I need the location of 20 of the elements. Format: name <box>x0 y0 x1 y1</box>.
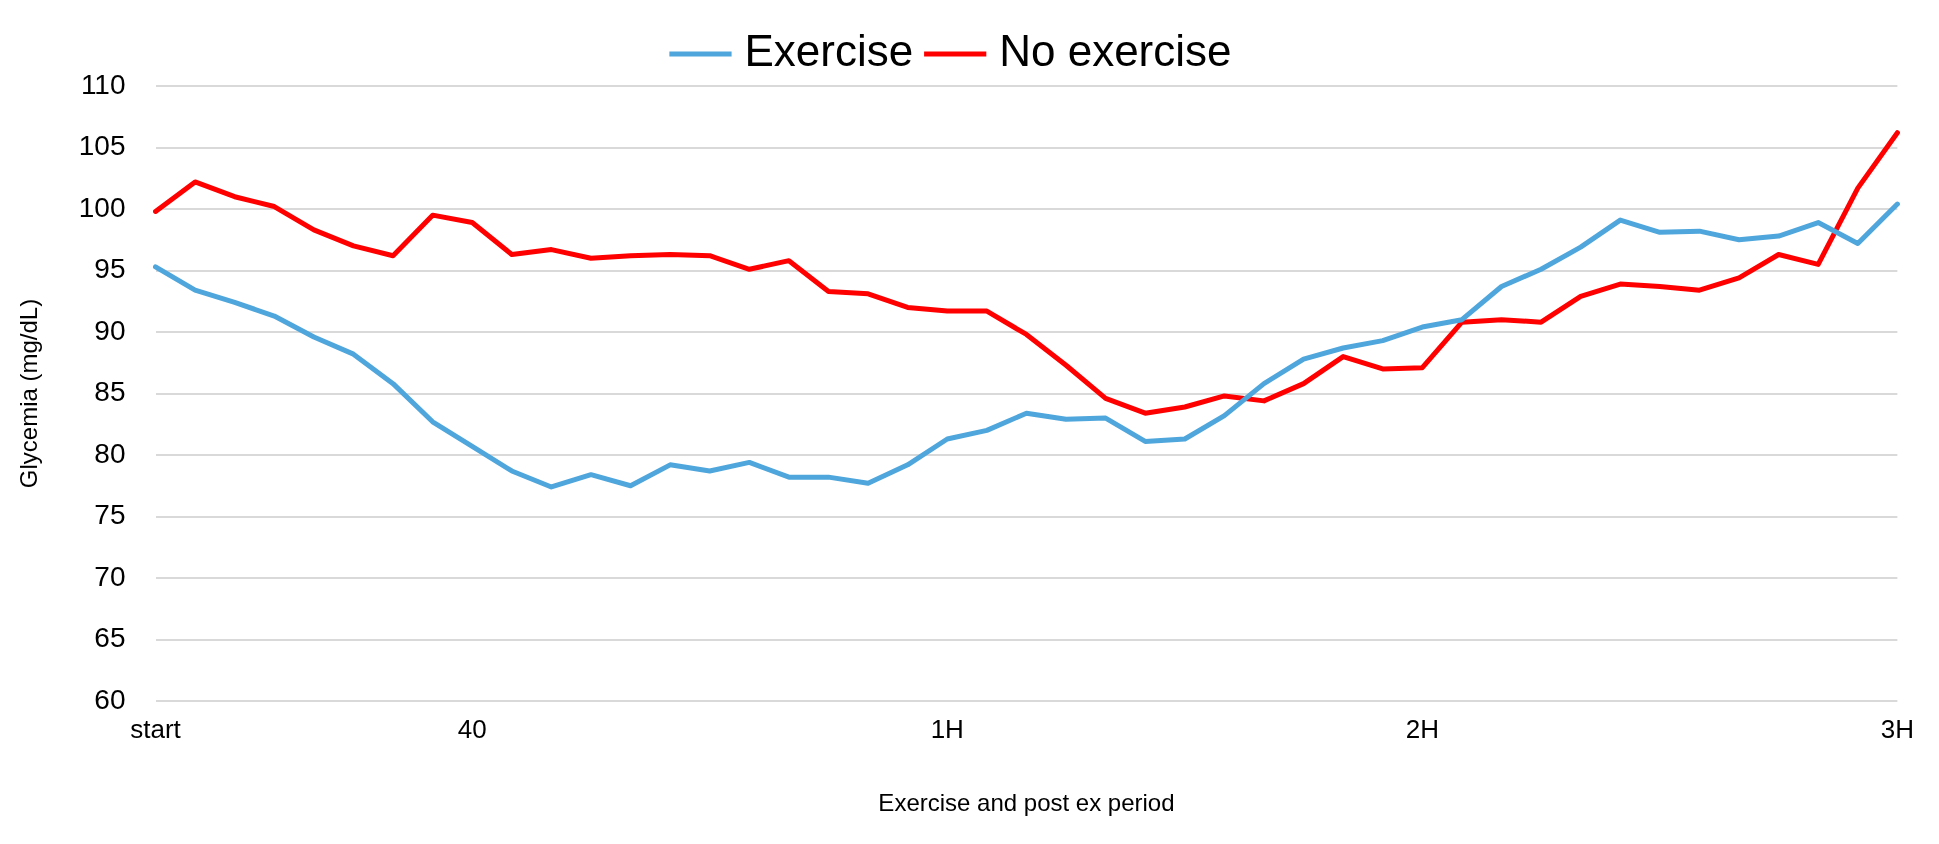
x-tick-label: 40 <box>457 713 487 744</box>
y-tick-label: 75 <box>94 499 126 531</box>
y-tick-label: 110 <box>80 68 126 100</box>
x-tick-label: 2H <box>1405 713 1439 744</box>
legend-label: Exercise <box>744 26 914 76</box>
x-tick-label: 1H <box>930 713 964 744</box>
y-tick-label: 90 <box>94 314 126 346</box>
y-tick-label: 70 <box>94 560 126 592</box>
y-tick-label: 95 <box>94 253 126 285</box>
y-tick-label: 65 <box>94 622 126 654</box>
y-tick-label: 85 <box>94 376 126 408</box>
x-axis-title: Exercise and post ex period <box>878 789 1175 817</box>
y-tick-label: 100 <box>78 191 126 223</box>
y-axis-title: Glycemia (mg/dL) <box>15 298 43 489</box>
y-tick-label: 80 <box>94 437 126 469</box>
y-tick-label: 105 <box>78 130 126 162</box>
legend-label: No exercise <box>999 26 1232 76</box>
x-tick-label: start <box>130 713 182 744</box>
x-tick-label: 3H <box>1880 713 1915 744</box>
y-tick-label: 60 <box>94 683 126 715</box>
